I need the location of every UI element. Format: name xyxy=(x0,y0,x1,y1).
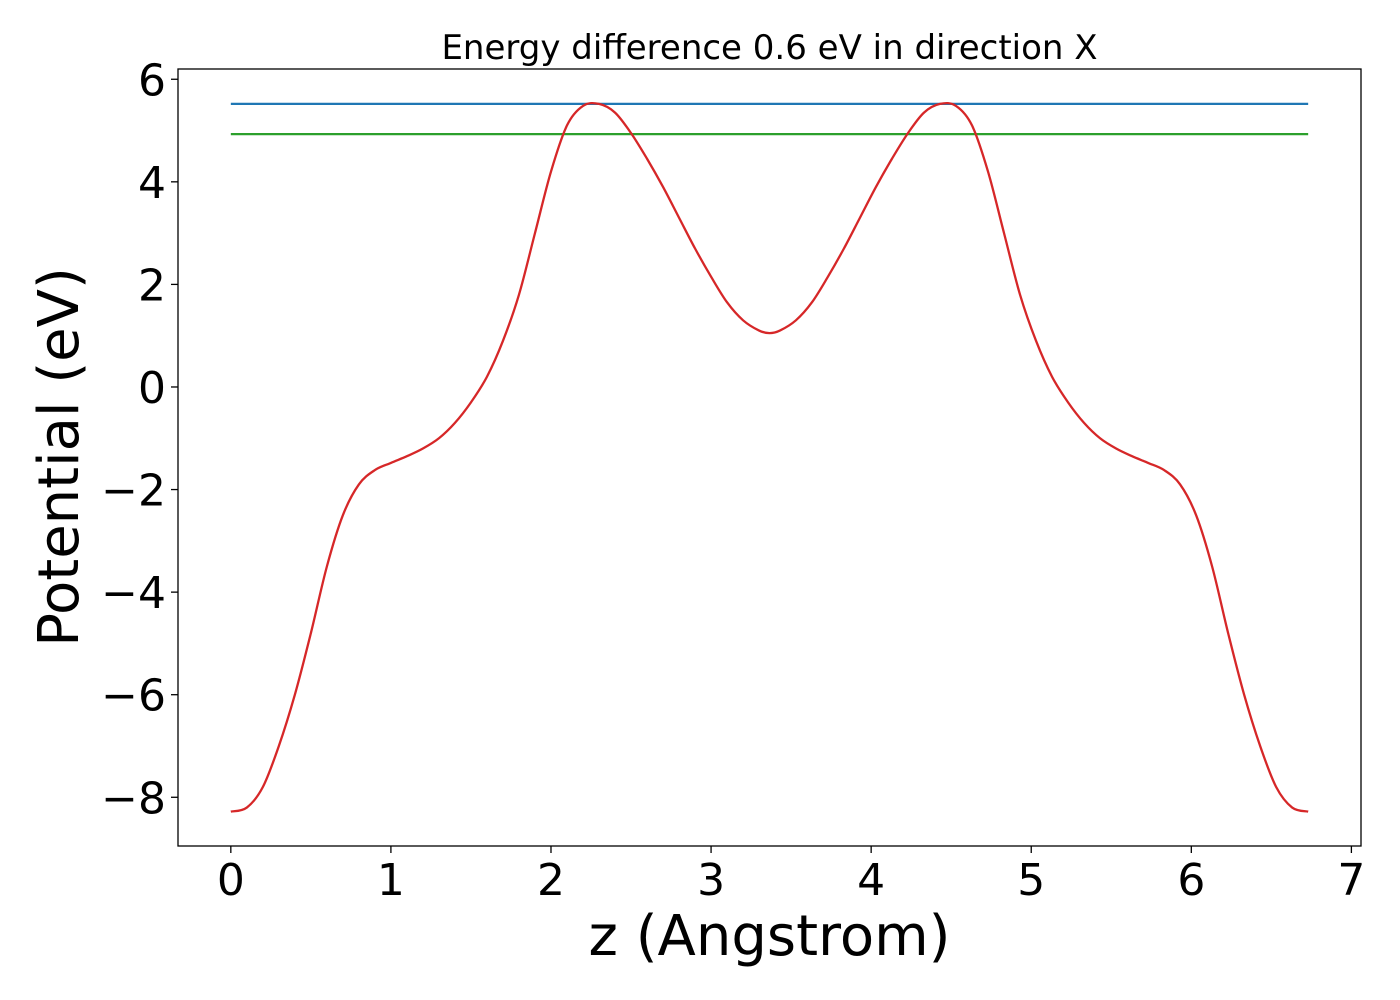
y-tick-label: 0 xyxy=(138,363,166,414)
y-tick-label: 6 xyxy=(138,55,166,106)
x-tick-label: 1 xyxy=(377,855,405,906)
x-tick-label: 6 xyxy=(1177,855,1205,906)
x-tick-label: 3 xyxy=(697,855,725,906)
y-tick-label: −4 xyxy=(101,568,166,619)
y-tick-label: −8 xyxy=(101,773,166,824)
plot-frame xyxy=(177,68,1362,847)
x-tick-label: 2 xyxy=(537,855,565,906)
x-tick-label: 0 xyxy=(217,855,245,906)
y-axis-label: Potential (eV) xyxy=(27,267,92,647)
x-tick-label: 4 xyxy=(857,855,885,906)
x-axis: 0 1 2 3 4 5 6 7 xyxy=(217,846,1365,906)
series-line-3 xyxy=(230,101,1309,813)
y-tick-label: 2 xyxy=(138,260,166,311)
x-axis-label: z (Angstrom) xyxy=(589,904,951,969)
y-tick-label: 4 xyxy=(138,158,166,209)
y-axis: −8 −6 −4 −2 0 2 4 6 xyxy=(101,55,178,824)
series-layer xyxy=(230,101,1309,813)
x-tick-label: 7 xyxy=(1337,855,1365,906)
plot-background xyxy=(178,69,1361,846)
x-tick-label: 5 xyxy=(1017,855,1045,906)
y-tick-label: −6 xyxy=(101,671,166,722)
chart-title: Energy difference 0.6 eV in direction X xyxy=(441,28,1097,68)
y-tick-label: −2 xyxy=(101,466,166,517)
